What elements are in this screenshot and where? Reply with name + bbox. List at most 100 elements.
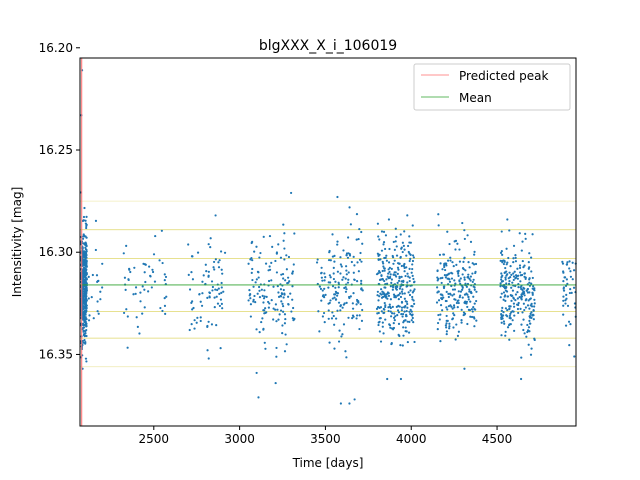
data-point <box>261 294 264 297</box>
data-point <box>222 290 225 293</box>
data-point <box>270 261 273 264</box>
data-point <box>439 304 443 307</box>
data-point <box>475 319 478 322</box>
data-point <box>360 260 363 263</box>
data-point <box>209 246 212 249</box>
data-point <box>406 320 409 323</box>
data-point <box>523 332 526 335</box>
data-point <box>461 296 464 299</box>
data-point <box>441 309 444 312</box>
data-point <box>377 321 380 324</box>
data-point <box>401 313 405 316</box>
data-point <box>287 255 291 259</box>
data-point <box>521 259 524 263</box>
data-point <box>508 338 511 341</box>
data-point <box>257 285 261 289</box>
y-tick-label: 16.35 <box>39 347 73 361</box>
data-point <box>123 276 127 279</box>
data-point <box>409 308 412 311</box>
data-point <box>397 298 400 301</box>
data-point <box>520 356 523 359</box>
data-point <box>267 306 270 309</box>
data-point <box>564 284 568 288</box>
data-point <box>264 262 268 265</box>
data-point <box>474 308 477 311</box>
data-point <box>528 319 531 322</box>
data-point <box>524 306 527 309</box>
data-point <box>192 306 195 310</box>
data-point <box>161 261 164 265</box>
data-point <box>359 251 362 255</box>
data-point <box>387 272 390 275</box>
x-tick-label: 3000 <box>224 432 255 446</box>
data-point <box>218 259 221 262</box>
data-point <box>475 299 478 303</box>
data-point <box>411 316 414 320</box>
data-point <box>341 278 344 281</box>
data-point <box>467 298 470 301</box>
data-point <box>413 302 416 305</box>
data-point <box>83 269 86 272</box>
data-point <box>407 250 410 254</box>
data-point <box>347 236 350 239</box>
data-point <box>463 367 466 370</box>
data-point <box>343 302 346 305</box>
data-point <box>212 260 216 264</box>
data-point <box>442 253 446 256</box>
data-point <box>84 258 87 261</box>
data-point <box>332 266 335 269</box>
data-point <box>530 270 533 273</box>
data-point <box>352 255 355 258</box>
data-point <box>402 326 405 329</box>
data-point <box>402 334 405 337</box>
data-point <box>499 282 502 285</box>
data-point <box>451 261 454 264</box>
data-point <box>397 322 401 325</box>
data-point <box>81 322 85 325</box>
data-point <box>406 214 409 217</box>
data-point <box>407 275 410 278</box>
data-point <box>286 282 289 285</box>
data-point <box>505 270 508 273</box>
data-point <box>508 229 511 232</box>
data-point <box>379 340 383 343</box>
data-point <box>405 309 408 313</box>
data-point <box>264 307 267 310</box>
data-point <box>327 286 330 289</box>
data-point <box>448 325 451 328</box>
data-point <box>410 319 413 322</box>
data-point <box>572 269 576 272</box>
data-point <box>320 299 323 302</box>
data-point <box>97 279 100 282</box>
data-point <box>333 323 336 326</box>
data-point <box>461 288 464 291</box>
data-point <box>568 260 571 263</box>
data-point <box>381 290 384 293</box>
data-point <box>411 263 414 266</box>
data-point <box>512 272 515 275</box>
data-point <box>500 272 503 275</box>
data-point <box>267 300 270 304</box>
data-point <box>448 322 451 325</box>
data-point <box>251 240 254 244</box>
data-point <box>291 272 294 275</box>
data-point <box>198 292 201 296</box>
data-point <box>221 272 224 275</box>
data-point <box>251 278 254 282</box>
data-point <box>390 278 393 281</box>
data-point <box>389 285 392 288</box>
data-point <box>82 330 85 333</box>
data-point <box>292 306 295 310</box>
data-point <box>357 301 360 304</box>
data-point <box>467 273 470 276</box>
data-point <box>397 293 400 297</box>
data-point <box>320 271 323 274</box>
data-point <box>500 317 503 320</box>
data-point <box>360 279 363 282</box>
data-point <box>195 321 198 324</box>
data-point <box>391 312 394 315</box>
data-point <box>82 287 85 290</box>
data-point <box>282 239 285 242</box>
data-point <box>451 307 454 310</box>
data-point <box>508 314 512 318</box>
